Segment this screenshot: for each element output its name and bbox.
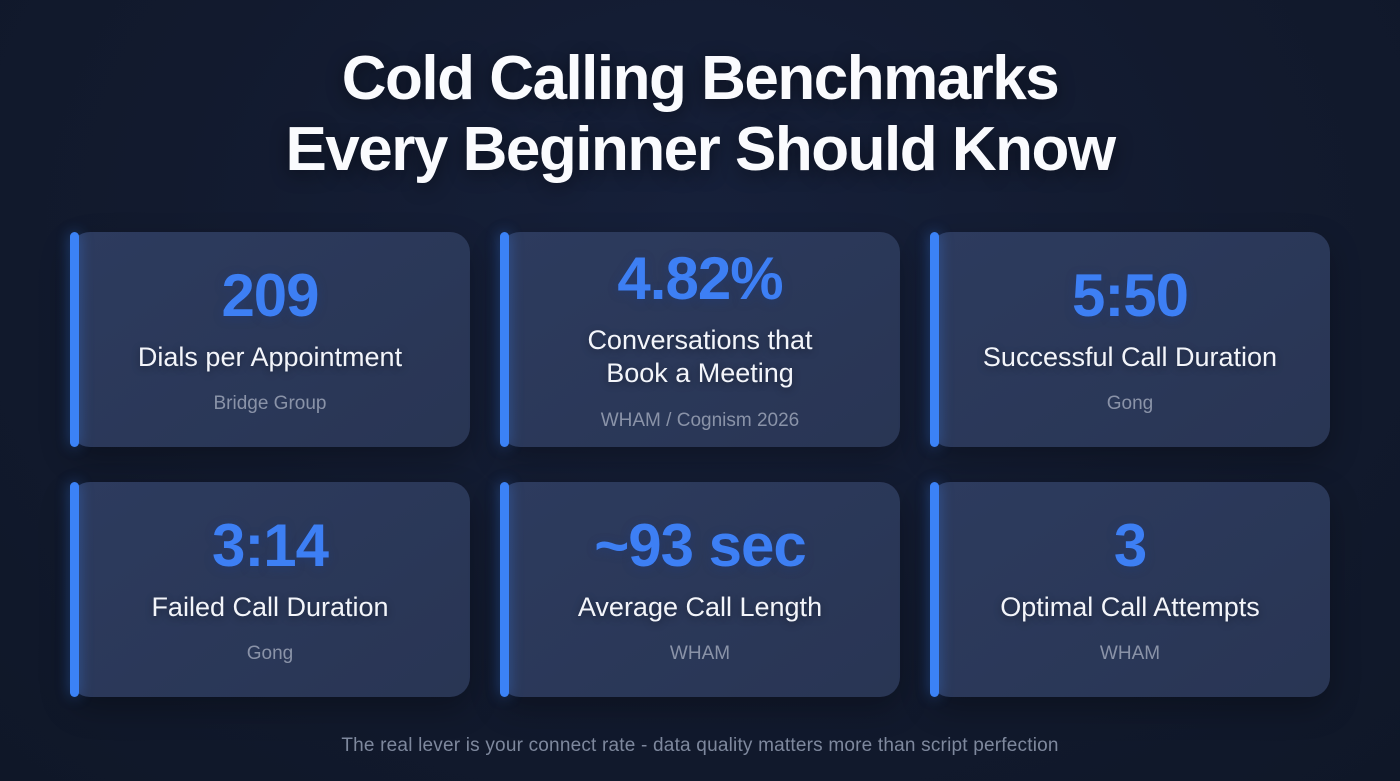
stat-cards-grid: 209 Dials per Appointment Bridge Group 4…: [70, 232, 1330, 697]
stat-label: Successful Call Duration: [982, 341, 1278, 372]
stat-card-successful-call-duration: 5:50 Successful Call Duration Gong: [930, 232, 1330, 447]
stat-source: WHAM: [1099, 643, 1161, 665]
stat-value: 3: [1113, 511, 1147, 579]
stat-value: 209: [221, 261, 319, 329]
stat-source: WHAM: [669, 643, 731, 665]
page-title-line-2: Every Beginner Should Know: [285, 114, 1116, 184]
accent-bar: [500, 482, 509, 697]
accent-bar: [70, 232, 79, 447]
page-title: Cold Calling Benchmarks Every Beginner S…: [0, 44, 1400, 185]
stat-label: Average Call Length: [577, 591, 823, 622]
stat-source: Bridge Group: [213, 393, 327, 415]
stat-card-conversations-book-meeting: 4.82% Conversations that Book a Meeting …: [500, 232, 900, 447]
accent-bar: [500, 232, 509, 447]
stat-value: 3:14: [211, 511, 329, 579]
stat-label: Optimal Call Attempts: [1000, 591, 1260, 622]
stat-value: ~93 sec: [594, 511, 807, 579]
stat-source: Gong: [1106, 393, 1154, 415]
footer-note: The real lever is your connect rate - da…: [341, 735, 1059, 756]
accent-bar: [930, 232, 939, 447]
stat-label: Dials per Appointment: [137, 341, 403, 372]
stat-card-average-call-length: ~93 sec Average Call Length WHAM: [500, 482, 900, 697]
page-title-line-1: Cold Calling Benchmarks: [341, 44, 1060, 113]
stat-source: WHAM / Cognism 2026: [600, 409, 800, 431]
stat-label: Failed Call Duration: [151, 591, 389, 622]
stat-card-dials-per-appointment: 209 Dials per Appointment Bridge Group: [70, 232, 470, 447]
stat-card-optimal-call-attempts: 3 Optimal Call Attempts WHAM: [930, 482, 1330, 697]
stat-source: Gong: [246, 643, 294, 665]
accent-bar: [930, 482, 939, 697]
stat-label: Conversations that Book a Meeting: [587, 325, 813, 388]
stat-value: 4.82%: [617, 245, 783, 313]
stat-value: 5:50: [1071, 261, 1189, 329]
accent-bar: [70, 482, 79, 697]
stat-card-failed-call-duration: 3:14 Failed Call Duration Gong: [70, 482, 470, 697]
